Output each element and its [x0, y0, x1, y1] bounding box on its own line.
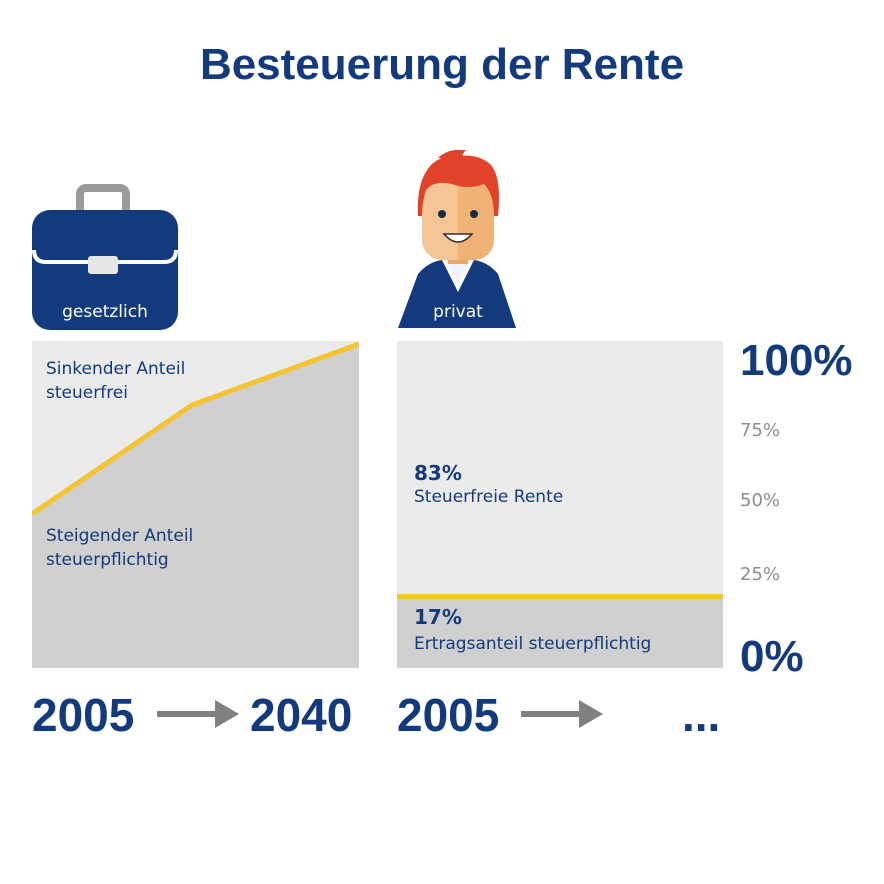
- page-title: Besteuerung der Rente: [199, 40, 685, 89]
- taxable-share-area: [32, 344, 359, 668]
- axis-label-50: 50%: [740, 490, 781, 511]
- taxable-label: Ertragsanteil steuerpflichtig: [414, 634, 652, 654]
- person-icon: [398, 150, 516, 328]
- axis-label-0: 0%: [740, 632, 804, 681]
- left-year-start: 2005: [32, 689, 135, 741]
- left-arrow-icon: [157, 700, 239, 728]
- upper-label-line1: Sinkender Anteil: [46, 359, 186, 379]
- taxable-percent: 17%: [414, 605, 462, 629]
- left-year-end: 2040: [250, 689, 353, 741]
- private-pension-panel: 83% Steuerfreie Rente 17% Ertragsanteil …: [397, 341, 723, 668]
- right-year-end: ...: [682, 689, 721, 741]
- lower-label-line2: steuerpflichtig: [46, 550, 169, 570]
- taxable-share-bar: [397, 596, 723, 668]
- statutory-pension-area: [32, 341, 359, 668]
- axis-label-25: 25%: [740, 564, 781, 585]
- taxable-share-line: [397, 594, 723, 599]
- lower-label-line1: Steigender Anteil: [46, 526, 194, 546]
- briefcase-label: gesetzlich: [62, 302, 148, 322]
- right-year-start: 2005: [397, 689, 500, 741]
- axis-label-100: 100%: [740, 336, 853, 385]
- right-arrow-icon: [521, 700, 603, 728]
- briefcase-icon: [32, 184, 178, 330]
- tax-free-percent: 83%: [414, 461, 462, 485]
- axis-label-75: 75%: [740, 420, 781, 441]
- statutory-pension-panel: Sinkender Anteil steuerfrei Steigender A…: [32, 341, 359, 668]
- person-label: privat: [433, 302, 483, 322]
- tax-free-label: Steuerfreie Rente: [414, 487, 564, 507]
- upper-label-line2: steuerfrei: [46, 383, 128, 403]
- taxable-share-line: [32, 341, 359, 517]
